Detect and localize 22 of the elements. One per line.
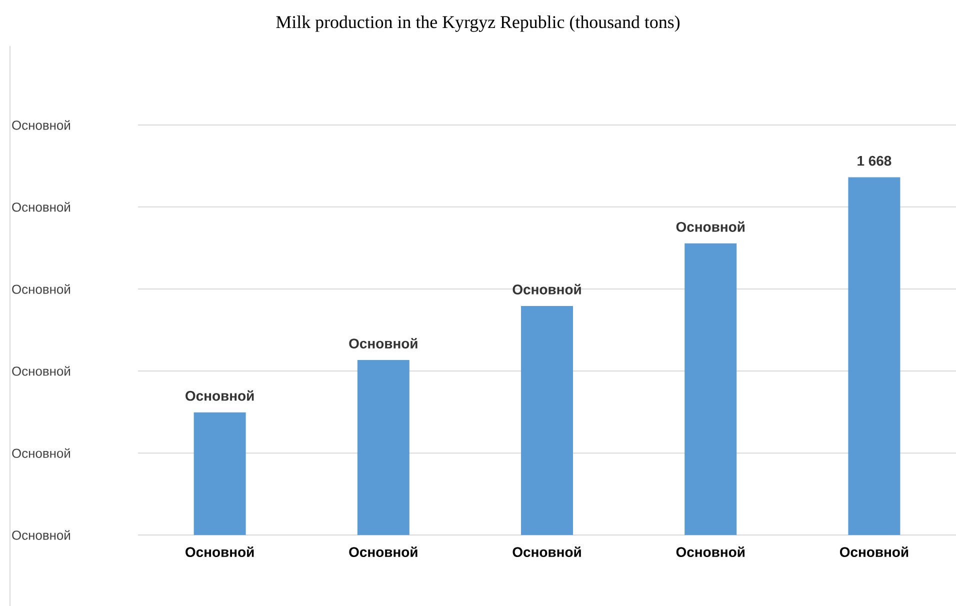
data-label: Основной <box>676 221 744 232</box>
text: Основной <box>12 530 70 540</box>
data-label: 1 668 <box>858 156 892 166</box>
bar <box>357 360 410 535</box>
x-tick-label: Основной <box>676 546 744 558</box>
chart-title: Milk production in the Kyrgyz Republic (thousand tons) <box>276 16 680 32</box>
x-tick-label: Основной <box>840 546 908 558</box>
bar <box>684 243 737 535</box>
data-label: Основной <box>512 284 581 294</box>
data-label: Основной <box>349 338 418 348</box>
text: Основной <box>12 202 70 212</box>
bar <box>521 306 574 535</box>
text: Основной <box>12 284 70 294</box>
x-tick-label: Основной <box>512 546 581 558</box>
bar <box>848 177 900 535</box>
x-tick-label: Основной <box>186 546 254 558</box>
bar <box>194 412 246 535</box>
text: Основной <box>12 366 70 376</box>
data-label: Основной <box>186 390 254 401</box>
x-tick-label: Основной <box>349 546 418 558</box>
text: Основной <box>12 120 70 130</box>
text: Основной <box>12 448 70 458</box>
